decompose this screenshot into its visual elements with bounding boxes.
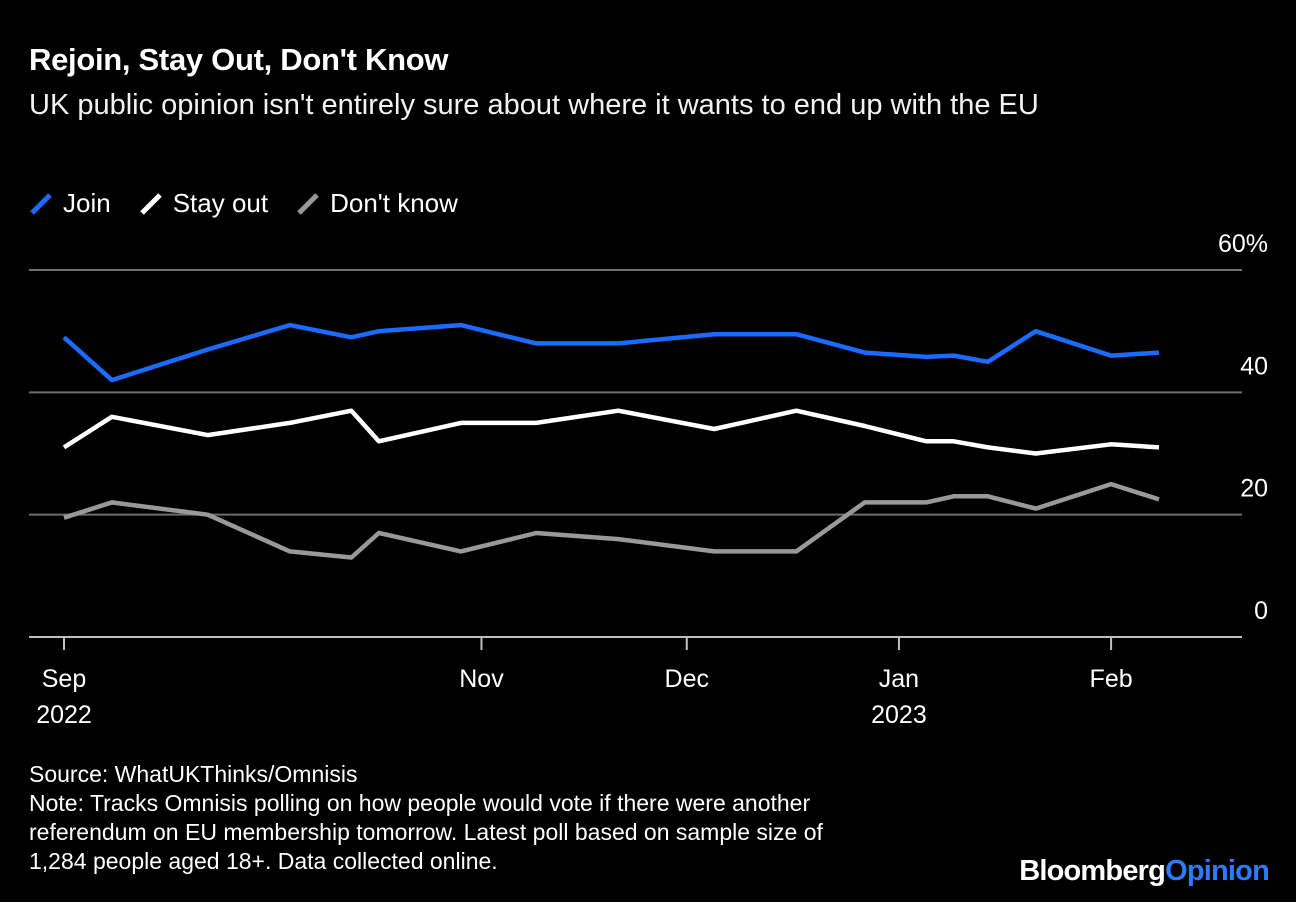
footer-notes: Source: WhatUKThinks/Omnisis Note: Track…: [29, 760, 823, 876]
note-line-3: 1,284 people aged 18+. Data collected on…: [29, 848, 498, 874]
source-text: Source: WhatUKThinks/Omnisis: [29, 761, 358, 787]
legend: Join Stay out Don't know: [29, 188, 486, 219]
chart-subtitle: UK public opinion isn't entirely sure ab…: [29, 89, 1039, 121]
series-line-don-t-know: [63, 481, 1160, 560]
legend-item-stay-out: Stay out: [139, 188, 268, 219]
chart-title: Rejoin, Stay Out, Don't Know: [29, 42, 449, 77]
x-tick-label-dec: Dec: [665, 665, 709, 693]
y-tick-label-40: 40: [1240, 352, 1268, 380]
x-tick-label-sep: Sep: [42, 665, 86, 693]
legend-item-dont-know: Don't know: [296, 188, 458, 219]
y-tick-label-20: 20: [1240, 475, 1268, 503]
series-line-stay-out: [62, 408, 1160, 456]
brand-bloomberg: Bloomberg: [1019, 855, 1166, 887]
legend-swatch-stay-out: [139, 192, 162, 215]
legend-label-join: Join: [63, 188, 111, 218]
x-tick-year-2022: 2022: [36, 701, 92, 729]
series-line-join: [62, 322, 1160, 383]
bloomberg-opinion-logo: BloombergOpinion: [1019, 855, 1270, 888]
y-tick-label-0: 0: [1254, 597, 1268, 625]
note-line-1: Note: Tracks Omnisis polling on how peop…: [29, 790, 811, 816]
x-tick-label-feb: Feb: [1090, 665, 1133, 693]
brand-opinion: Opinion: [1165, 855, 1270, 887]
x-tick-label-nov: Nov: [459, 665, 504, 693]
legend-swatch-dont-know: [297, 192, 319, 215]
legend-swatch-join: [30, 192, 52, 215]
x-tick-label-jan: Jan: [879, 665, 919, 693]
legend-label-dont-know: Don't know: [330, 188, 458, 218]
legend-item-join: Join: [29, 188, 111, 219]
legend-label-stay-out: Stay out: [172, 188, 269, 218]
x-tick-year-2023: 2023: [871, 701, 927, 729]
y-tick-label-60: 60%: [1218, 230, 1268, 258]
note-line-2: referendum on EU membership tomorrow. La…: [29, 819, 823, 845]
